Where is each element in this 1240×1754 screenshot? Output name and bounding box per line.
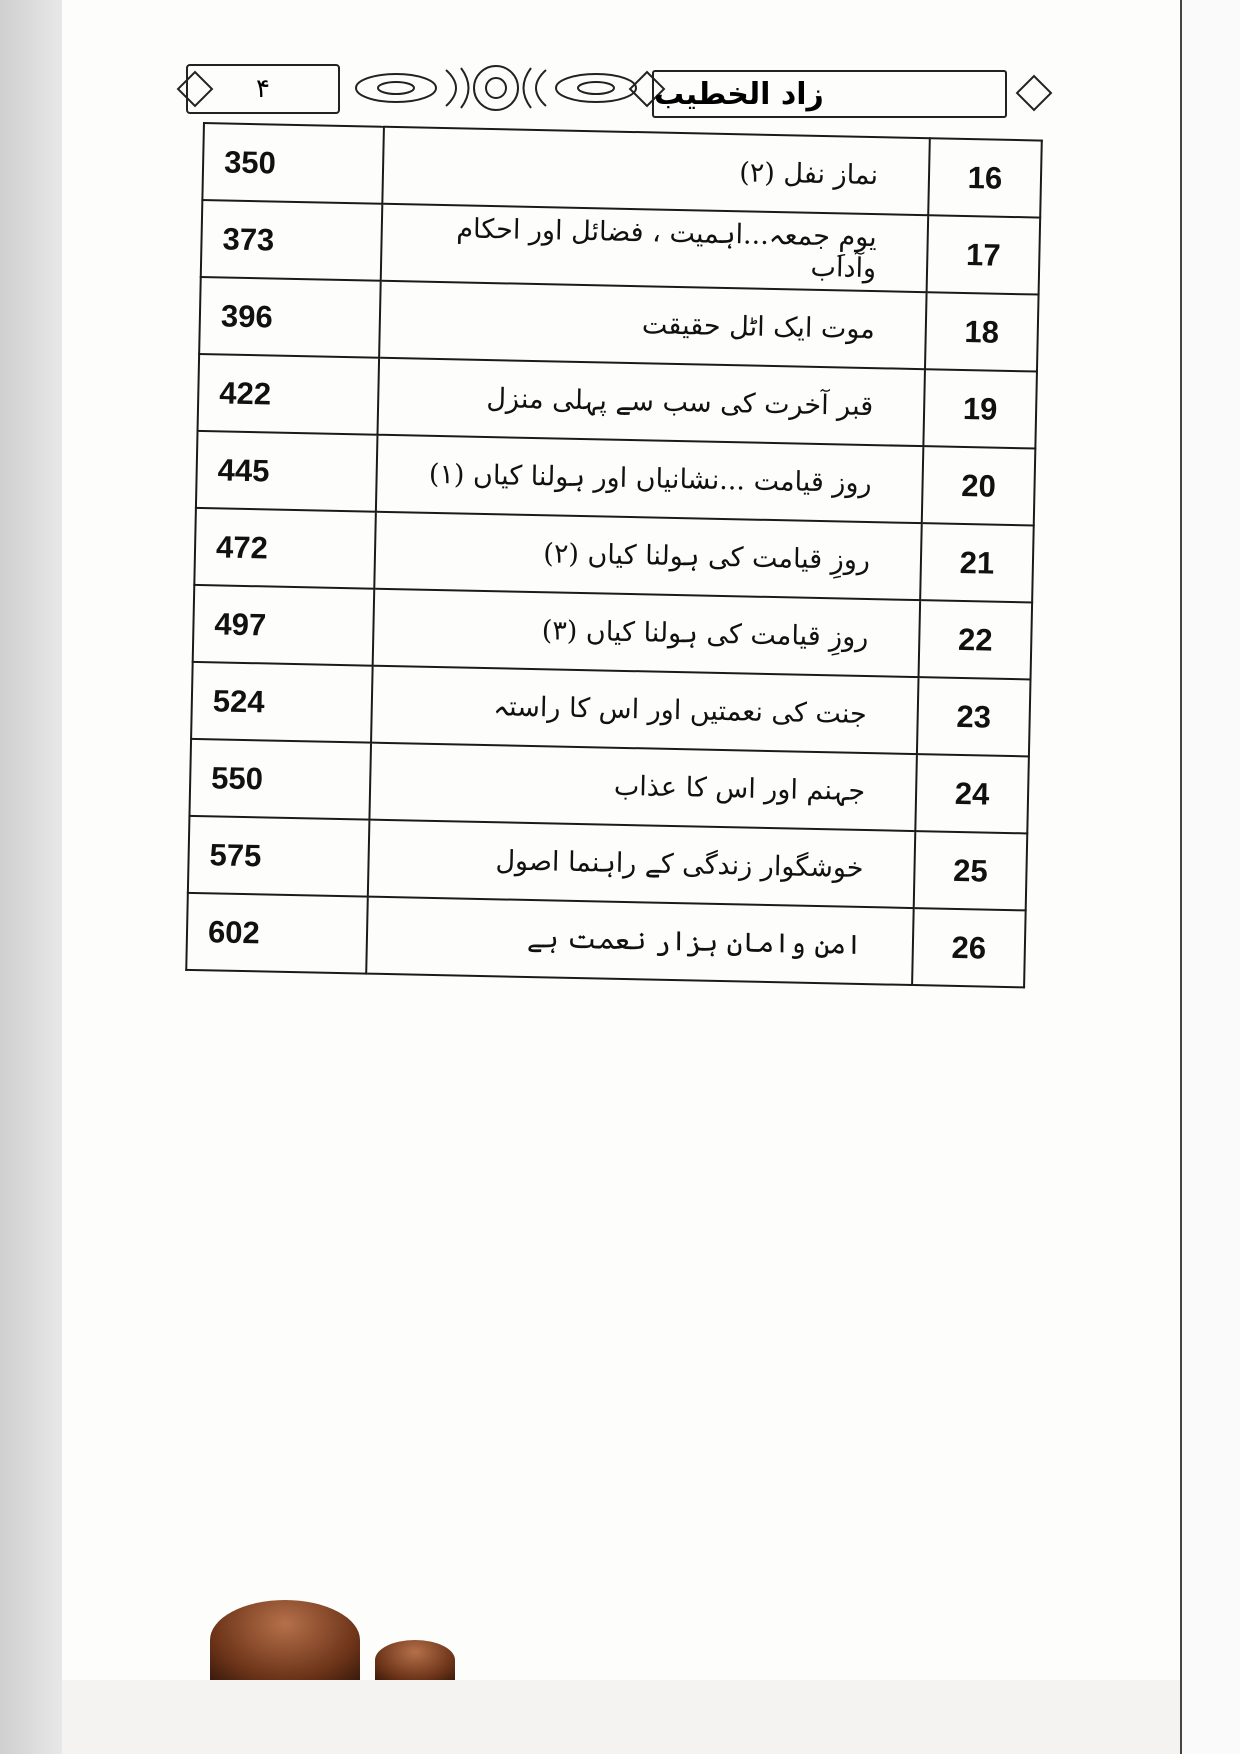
title-cell: روز قیامت ...نشانیاں اور ہولنا کیاں (۱) — [375, 434, 924, 524]
page-cell: 550 — [189, 738, 372, 820]
page-edge — [1180, 0, 1240, 1754]
page-cell: 524 — [191, 661, 373, 743]
page-header: ۴ زاد الخطیب — [176, 60, 1053, 120]
title-cell: روزِ قیامت کی ہولنا کیاں (۳) — [372, 588, 921, 678]
page-cell: 396 — [199, 276, 381, 358]
table-of-contents: 350 نماز نفل (۲) 16 373 یومِ جمعہ...اہمیت ، … — [185, 122, 1043, 988]
number-cell: 26 — [912, 908, 1026, 988]
number-cell: 22 — [918, 600, 1033, 680]
title-cell: قبر آخرت کی سب سے پہلی منزل — [377, 357, 925, 447]
title-cell: یومِ جمعہ...اہمیت ، فضائل اور احکام وآدا… — [380, 203, 929, 293]
page-cell: 422 — [197, 353, 380, 435]
number-cell: 25 — [913, 831, 1028, 911]
thumb — [210, 1600, 360, 1680]
page-cell: 575 — [187, 815, 370, 897]
thumb — [375, 1640, 455, 1680]
page-cell: 373 — [200, 200, 383, 281]
number-cell: 20 — [921, 446, 1036, 526]
book-page — [62, 0, 1180, 1680]
title-cell: جنت کی نعمتیں اور اس کا راستہ — [371, 665, 919, 755]
page-cell: 472 — [194, 507, 376, 589]
page-number: ۴ — [186, 64, 340, 114]
number-cell: 17 — [926, 215, 1041, 295]
number-cell: 23 — [916, 677, 1031, 757]
table-row: 602 امن وامان ہزار نعمت ہے 26 — [186, 892, 1026, 988]
title-cell: نماز نفل (۲) — [382, 126, 930, 216]
number-cell: 21 — [920, 523, 1034, 603]
page-cell: 497 — [192, 584, 375, 666]
page-cell: 602 — [186, 892, 368, 974]
title-cell: روزِ قیامت کی ہولنا کیاں (۲) — [374, 511, 922, 601]
title-cell: موت ایک اٹل حقیقت — [379, 280, 927, 370]
number-cell: 19 — [923, 369, 1037, 449]
number-cell: 16 — [928, 138, 1042, 218]
floral-ornament-icon — [355, 65, 637, 111]
scan-edge — [0, 0, 62, 1754]
page-cell: 445 — [195, 430, 378, 512]
book-title: زاد الخطیب — [652, 70, 1007, 118]
number-cell: 18 — [924, 292, 1039, 372]
title-cell: خوشگوار زندگی کے راہنما اصول — [367, 819, 916, 909]
title-cell: امن وامان ہزار نعمت ہے — [366, 896, 914, 986]
number-cell: 24 — [915, 754, 1029, 834]
page-cell: 350 — [202, 123, 384, 204]
title-cell: جہنم اور اس کا عذاب — [369, 742, 917, 832]
